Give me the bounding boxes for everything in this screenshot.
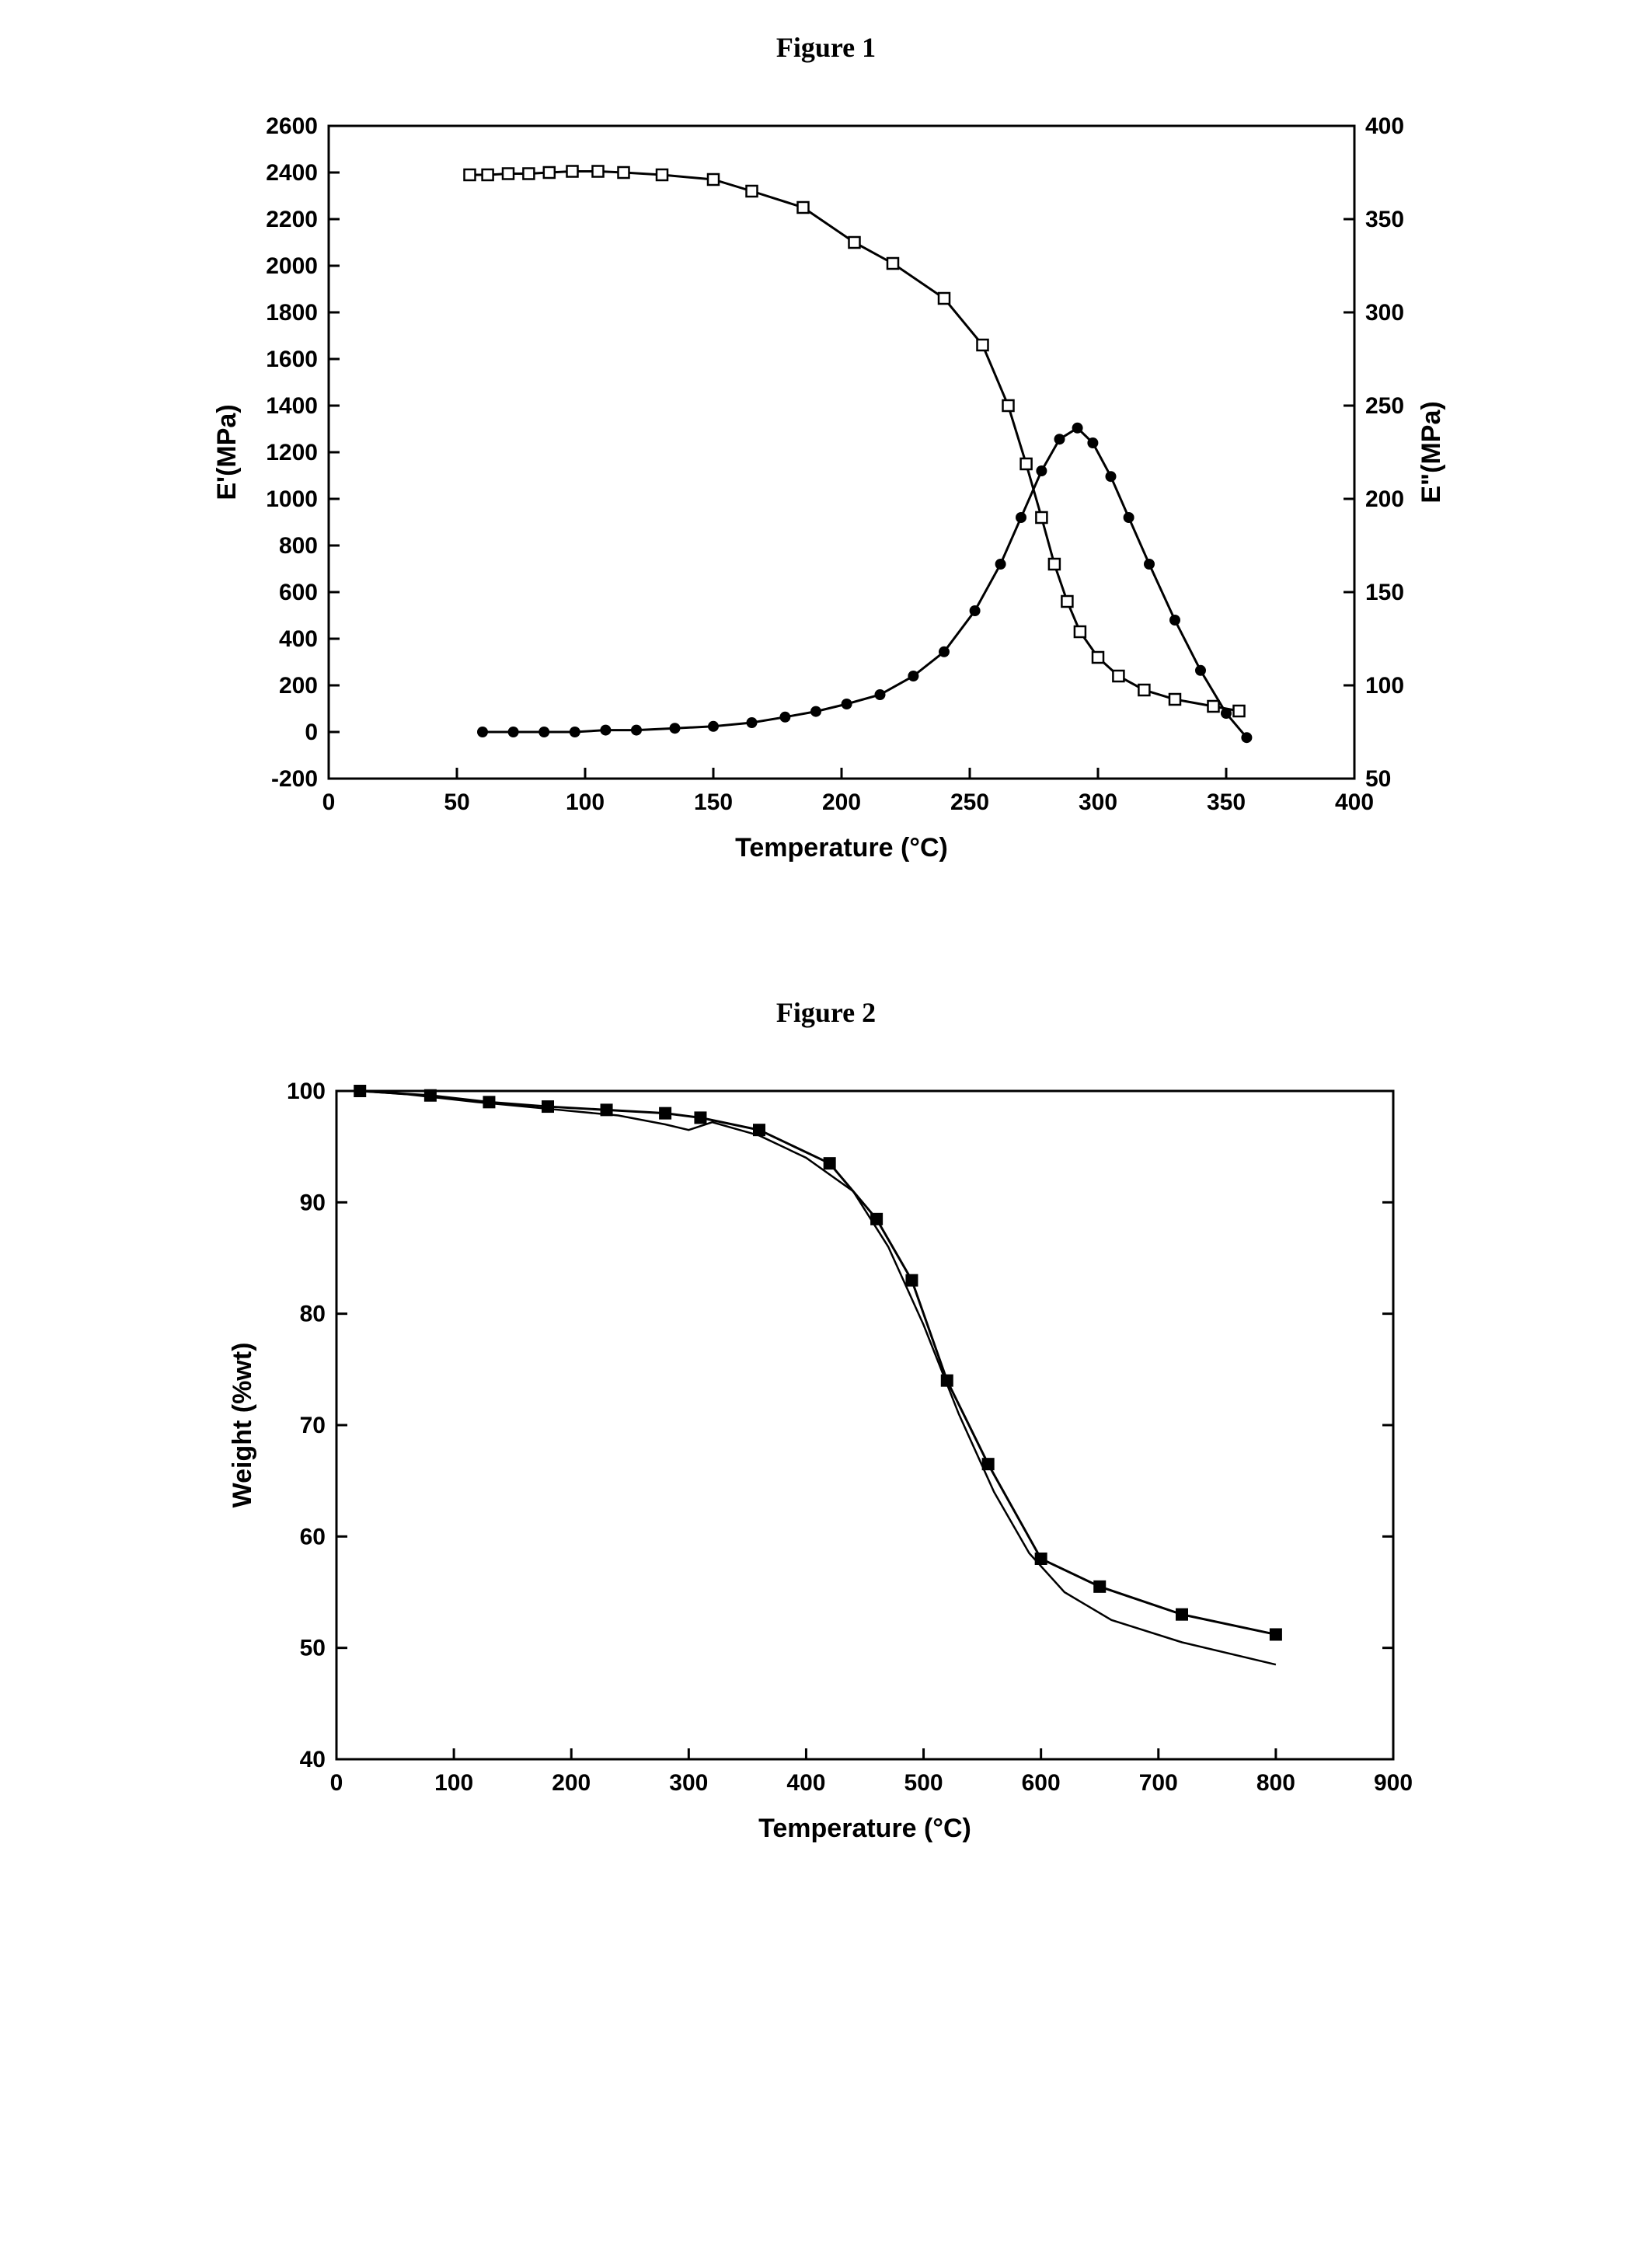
svg-text:100: 100: [566, 789, 605, 815]
svg-text:300: 300: [1365, 300, 1404, 326]
svg-text:E'(MPa): E'(MPa): [212, 404, 242, 500]
svg-text:1600: 1600: [266, 347, 318, 372]
figure-2-chart: 0 100 200 300 400 500 600 700 800 900 40 50 60 70 80 90…: [166, 1044, 1486, 1899]
svg-text:-200: -200: [271, 766, 318, 792]
figure-2-title: Figure 2: [31, 996, 1621, 1029]
svg-text:Temperature (°C): Temperature (°C): [758, 1814, 971, 1843]
svg-text:2400: 2400: [266, 160, 318, 186]
svg-text:350: 350: [1365, 207, 1404, 232]
svg-text:70: 70: [300, 1413, 326, 1438]
svg-text:300: 300: [1079, 789, 1117, 815]
svg-text:800: 800: [1256, 1770, 1295, 1796]
svg-text:2200: 2200: [266, 207, 318, 232]
svg-text:350: 350: [1207, 789, 1246, 815]
svg-text:200: 200: [279, 673, 318, 699]
page-container: Figure 1 050100150200250300350400-200020…: [31, 31, 1621, 1899]
svg-text:400: 400: [279, 626, 318, 652]
figure-1-title: Figure 1: [31, 31, 1621, 64]
svg-text:E"(MPa): E"(MPa): [1417, 401, 1446, 503]
figure-1-chart: 050100150200250300350400-200020040060080…: [166, 79, 1486, 934]
svg-text:1000: 1000: [266, 486, 318, 512]
svg-text:0: 0: [322, 789, 336, 815]
svg-text:200: 200: [1365, 486, 1404, 512]
svg-text:900: 900: [1374, 1770, 1413, 1796]
svg-text:400: 400: [786, 1770, 825, 1796]
svg-text:90: 90: [300, 1190, 326, 1215]
svg-text:400: 400: [1365, 113, 1404, 139]
svg-text:700: 700: [1139, 1770, 1178, 1796]
svg-text:1400: 1400: [266, 393, 318, 419]
svg-text:40: 40: [300, 1747, 326, 1772]
svg-text:60: 60: [300, 1524, 326, 1549]
svg-text:400: 400: [1335, 789, 1374, 815]
svg-text:1200: 1200: [266, 440, 318, 465]
svg-text:800: 800: [279, 533, 318, 559]
svg-text:600: 600: [1022, 1770, 1061, 1796]
svg-text:50: 50: [300, 1636, 326, 1661]
svg-text:50: 50: [444, 789, 469, 815]
figure-1-block: Figure 1 050100150200250300350400-200020…: [31, 31, 1621, 934]
svg-text:2000: 2000: [266, 253, 318, 279]
svg-text:2600: 2600: [266, 113, 318, 139]
svg-text:150: 150: [694, 789, 733, 815]
svg-text:Temperature (°C): Temperature (°C): [735, 833, 948, 863]
svg-text:100: 100: [287, 1079, 326, 1104]
svg-text:0: 0: [330, 1770, 343, 1796]
svg-text:100: 100: [434, 1770, 473, 1796]
svg-text:250: 250: [1365, 393, 1404, 419]
svg-text:300: 300: [669, 1770, 708, 1796]
svg-text:200: 200: [552, 1770, 591, 1796]
svg-text:1800: 1800: [266, 300, 318, 326]
figure-2-block: Figure 2 0 100 200 300 400 500 600 700 800 900 40 5…: [31, 996, 1621, 1899]
svg-text:100: 100: [1365, 673, 1404, 699]
svg-text:200: 200: [822, 789, 861, 815]
svg-text:150: 150: [1365, 580, 1404, 605]
svg-text:0: 0: [305, 720, 318, 745]
svg-text:50: 50: [1365, 766, 1391, 792]
svg-text:500: 500: [904, 1770, 943, 1796]
svg-text:80: 80: [300, 1302, 326, 1327]
svg-text:250: 250: [950, 789, 989, 815]
svg-text:Weight (%wt): Weight (%wt): [228, 1343, 257, 1508]
svg-text:600: 600: [279, 580, 318, 605]
